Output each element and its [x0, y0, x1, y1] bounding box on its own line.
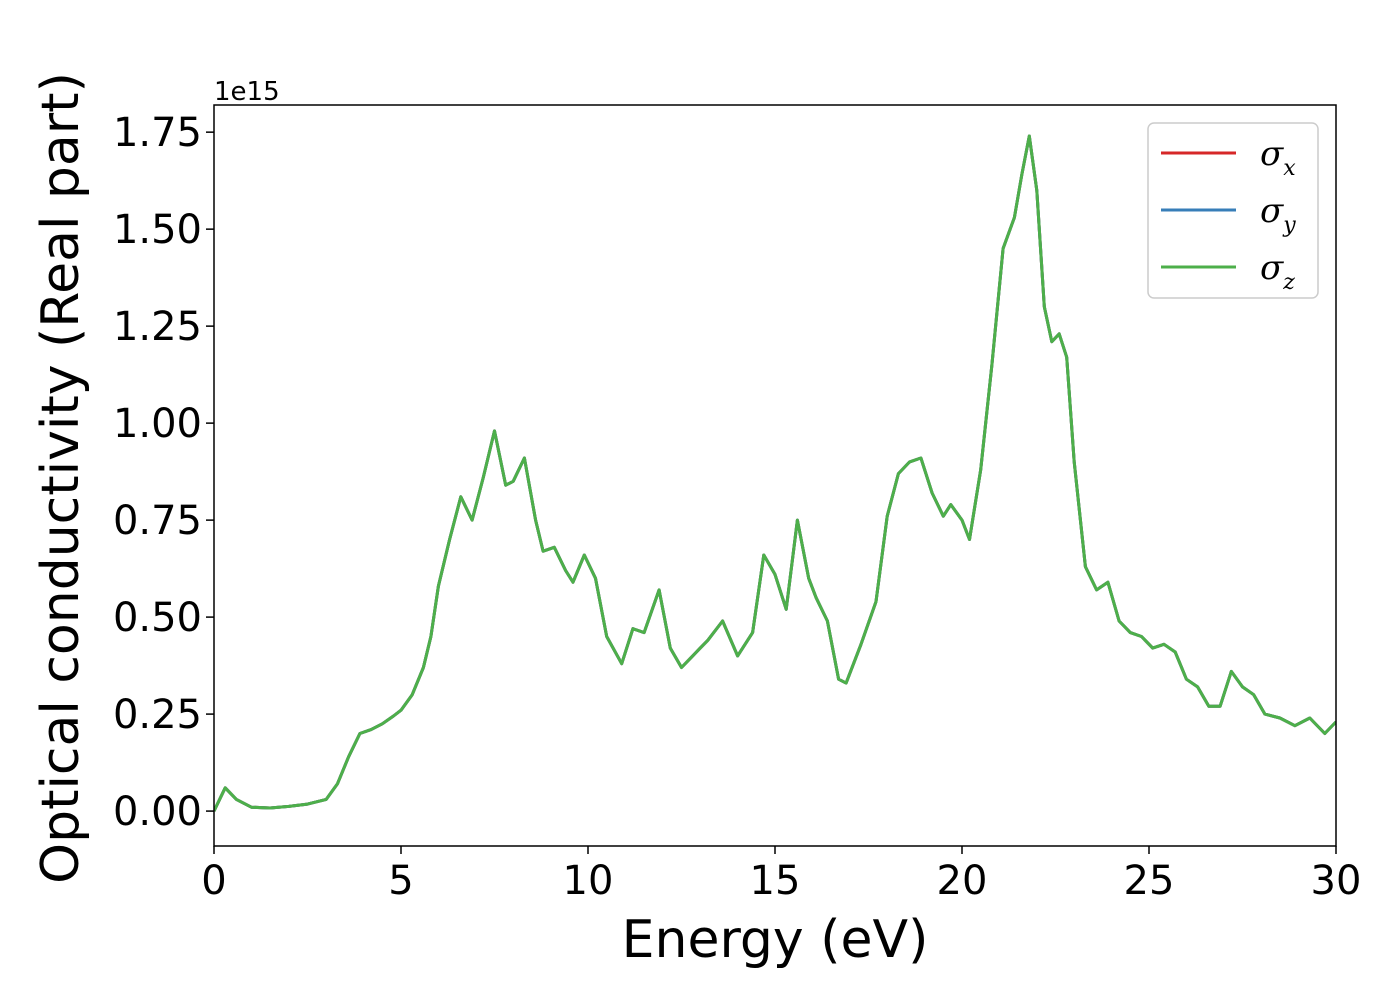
y-axis-offset-label: 1e15: [214, 77, 280, 107]
x-tick-label: 0: [201, 858, 226, 904]
x-tick-label: 15: [750, 858, 801, 904]
y-tick-label: 0.50: [113, 595, 202, 641]
y-tick-label: 0.75: [113, 498, 202, 544]
x-tick-label: 20: [937, 858, 988, 904]
x-tick-label: 10: [563, 858, 614, 904]
legend-label: σx: [1260, 134, 1296, 181]
y-tick-label: 1.50: [113, 207, 202, 253]
x-tick-label: 30: [1311, 858, 1362, 904]
y-tick-label: 0.00: [113, 789, 202, 835]
x-axis-label: Energy (eV): [622, 910, 929, 970]
x-tick-label: 5: [388, 858, 413, 904]
y-tick-label: 1.75: [113, 110, 202, 156]
legend-label: σz: [1260, 248, 1295, 295]
series-line-z: [214, 134, 1336, 812]
plot-area: [214, 134, 1336, 812]
legend-label: σy: [1260, 191, 1296, 238]
x-tick-label: 25: [1124, 858, 1175, 904]
x-axis: 0 5 10 15 20 25 30: [201, 846, 1361, 904]
y-axis: 0.00 0.25 0.50 0.75 1.00 1.25 1.50 1.75: [113, 110, 214, 835]
y-tick-label: 0.25: [113, 692, 202, 738]
y-tick-label: 1.00: [113, 401, 202, 447]
legend: σx σy σz: [1147, 122, 1319, 299]
y-tick-label: 1.25: [113, 304, 202, 350]
y-axis-label: Optical conductivity (Real part): [31, 72, 91, 884]
